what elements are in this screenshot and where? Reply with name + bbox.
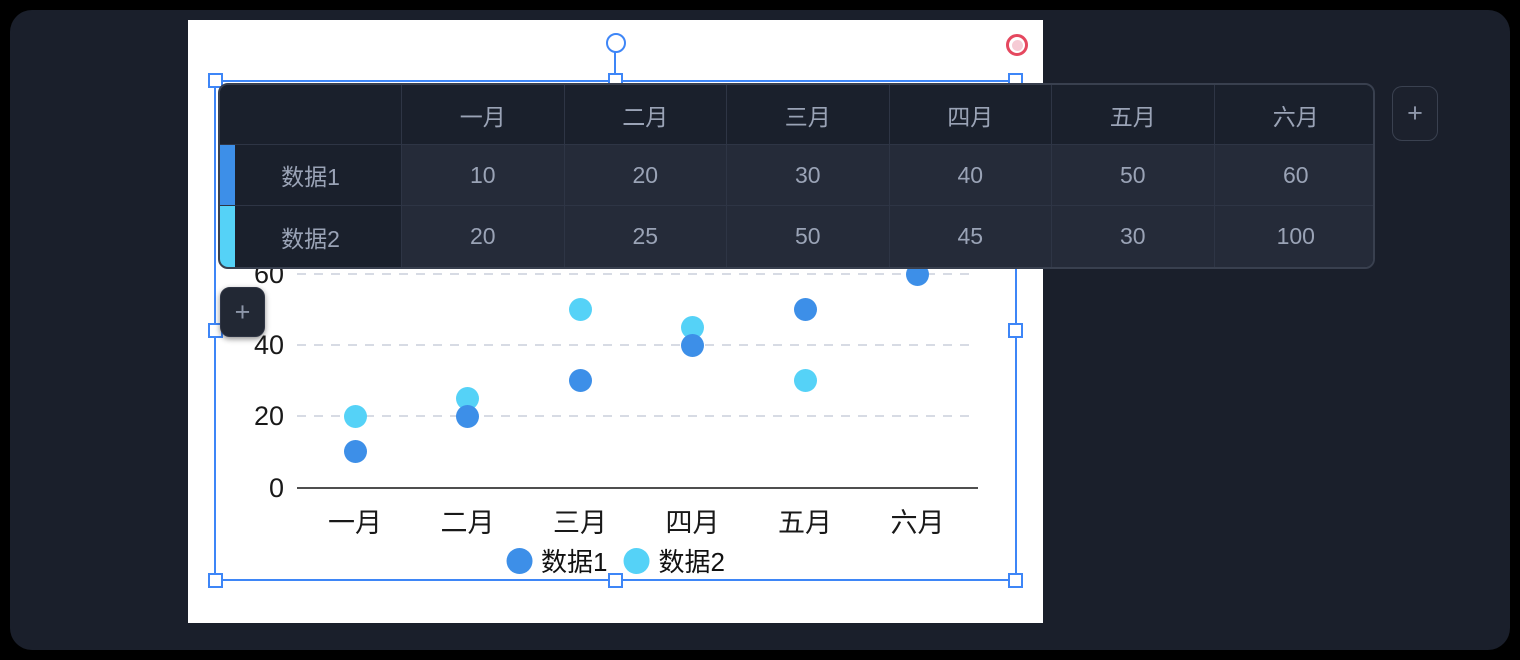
data-table[interactable]: 一月 二月 三月 四月 五月 六月 数据1 10 20 30 40 50 60 数据2 20 25 50 45 30… [218, 83, 1375, 269]
resize-handle-bottom-middle[interactable] [608, 573, 623, 588]
x-axis-tick-label: 六月 [890, 508, 945, 538]
data-point[interactable] [681, 333, 704, 357]
series-color-swatch [220, 145, 235, 205]
x-axis-tick-label: 五月 [778, 508, 832, 538]
data-point[interactable] [793, 298, 817, 322]
table-corner-cell[interactable] [220, 85, 402, 145]
x-axis-tick-label: 三月 [553, 508, 607, 538]
rotate-handle-icon[interactable] [606, 33, 626, 53]
x-axis-line [297, 486, 978, 489]
data-point[interactable] [456, 404, 479, 428]
y-gridline [297, 273, 976, 276]
x-axis-tick-label: 一月 [328, 508, 382, 538]
y-gridline [297, 344, 976, 347]
table-value-cell[interactable]: 50 [727, 206, 890, 267]
remove-anchor-icon[interactable] [1006, 34, 1028, 56]
rotate-handle-stem [614, 52, 616, 74]
table-row-label[interactable]: 数据2 [220, 206, 402, 267]
data-point[interactable] [568, 298, 592, 322]
y-axis-tick-label: 0 [268, 472, 284, 503]
legend-dot-icon [506, 547, 533, 574]
table-value-cell[interactable]: 20 [402, 206, 565, 267]
table-value-cell[interactable]: 30 [1052, 206, 1215, 267]
table-value-cell[interactable]: 10 [402, 145, 565, 206]
table-value-cell[interactable]: 25 [564, 206, 727, 267]
legend-item[interactable]: 数据1 [506, 542, 608, 579]
add-row-button[interactable]: + [220, 287, 265, 337]
y-axis-tick-label: 20 [253, 401, 284, 432]
chart-legend: 数据1 数据2 [506, 542, 725, 579]
data-point[interactable] [456, 387, 479, 411]
table-column-header[interactable]: 三月 [727, 85, 890, 145]
table-column-header[interactable]: 四月 [889, 85, 1052, 145]
table-value-cell[interactable]: 30 [727, 145, 890, 206]
y-gridline [297, 415, 976, 418]
legend-label: 数据1 [541, 547, 608, 577]
series-color-swatch [220, 206, 235, 267]
series-name-label: 数据1 [281, 164, 340, 190]
editor-panel: 0 20 40 60 一月 二月 三月 四月 五月 六月 数据1 数据2 一月 二月 三月 四月 五月 六月 数据… [10, 10, 1510, 650]
legend-dot-icon [623, 547, 650, 574]
add-column-button[interactable]: + [1392, 86, 1438, 141]
table-value-cell[interactable]: 40 [889, 145, 1052, 206]
table-value-cell[interactable]: 100 [1214, 206, 1373, 267]
resize-handle-bottom-right[interactable] [1008, 573, 1023, 588]
remove-anchor-dot [1011, 39, 1023, 51]
legend-label: 数据2 [658, 547, 725, 577]
x-axis-tick-label: 二月 [440, 508, 495, 538]
resize-handle-middle-right[interactable] [1008, 323, 1023, 338]
series-name-label: 数据2 [281, 225, 340, 252]
data-point[interactable] [343, 404, 367, 428]
resize-handle-bottom-left[interactable] [207, 573, 223, 588]
table-row-label[interactable]: 数据1 [220, 145, 402, 206]
table-column-header[interactable]: 一月 [402, 85, 565, 145]
x-axis-tick-label: 四月 [665, 508, 720, 538]
data-point[interactable] [343, 440, 367, 464]
table-value-cell[interactable]: 60 [1214, 145, 1373, 206]
legend-item[interactable]: 数据2 [623, 542, 725, 579]
data-point[interactable] [681, 316, 704, 340]
table-value-cell[interactable]: 20 [564, 145, 727, 206]
table-value-cell[interactable]: 45 [889, 206, 1052, 267]
data-point[interactable] [793, 369, 817, 393]
table-value-cell[interactable]: 50 [1052, 145, 1215, 206]
table-column-header[interactable]: 六月 [1214, 85, 1373, 145]
table-column-header[interactable]: 五月 [1052, 85, 1215, 145]
data-point[interactable] [568, 369, 592, 393]
table-column-header[interactable]: 二月 [564, 85, 727, 145]
